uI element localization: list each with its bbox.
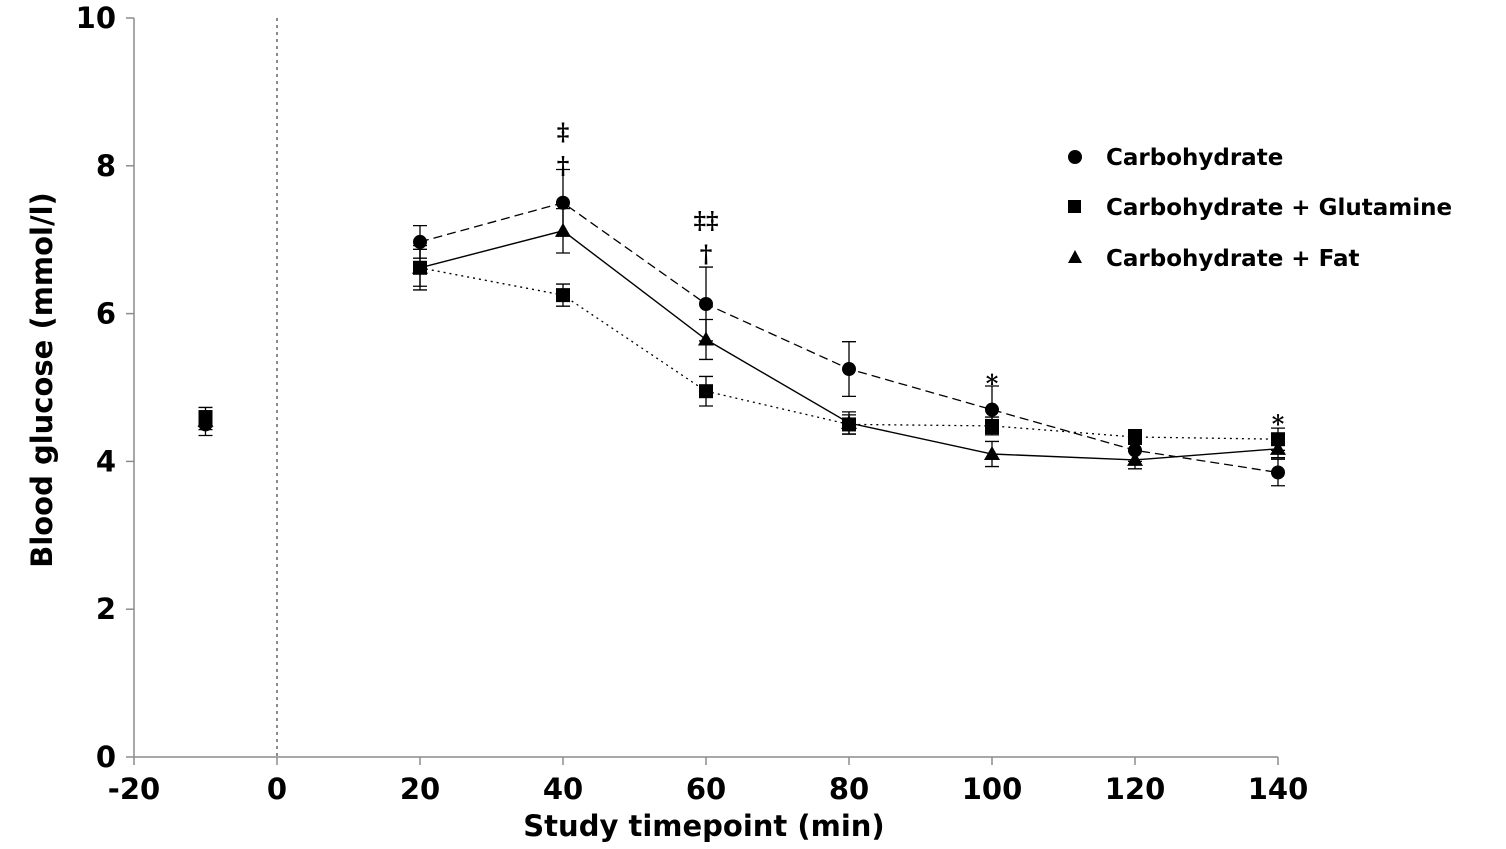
x-tick-label: 0 [267,772,287,806]
data-point-circle [699,296,713,311]
data-point-triangle [1127,451,1143,466]
series-markers [197,195,1286,480]
x-tick-label: 40 [543,772,583,806]
data-point-square [556,288,570,303]
legend-triangle-marker [1068,250,1082,263]
data-point-square [699,384,713,399]
data-point-circle [556,195,570,210]
x-ticks: -20 0 20 40 60 80 100 120 140 [108,757,1308,806]
significance-marker: † [700,239,713,268]
data-point-triangle [197,412,214,427]
data-point-square [1271,432,1285,447]
y-tick-label: 8 [96,149,116,183]
data-point-triangle [841,414,857,429]
y-tick-label: 0 [96,740,116,774]
data-point-triangle [698,331,714,346]
data-point-circle [842,362,856,377]
y-ticks: 0 2 4 6 8 10 [76,1,134,774]
legend-label-carbohydrate: Carbohydrate [1106,145,1283,171]
y-axis-title: Blood glucose (mmol/l) [25,192,59,568]
x-tick-label: -20 [108,772,160,806]
x-tick-label: 100 [962,772,1023,806]
data-point-triangle [984,446,1000,461]
significance-annotations: ‡ † ‡‡ † * * [557,118,1285,439]
significance-marker: ‡ [557,118,570,147]
legend: Carbohydrate Carbohydrate + Glutamine Ca… [1068,145,1452,272]
legend-label-carbohydrate-fat: Carbohydrate + Fat [1106,246,1359,272]
data-point-triangle [412,259,428,274]
legend-circle-marker [1068,150,1082,164]
data-point-circle [1271,465,1285,480]
legend-item-carbohydrate-fat: Carbohydrate + Fat [1068,246,1359,272]
data-point-circle [1128,443,1142,458]
x-tick-label: 120 [1105,772,1166,806]
significance-marker: † [557,151,570,180]
data-point-triangle [1270,440,1286,455]
legend-label-carbohydrate-glutamine: Carbohydrate + Glutamine [1106,195,1452,221]
y-tick-label: 6 [96,297,116,331]
data-point-circle [985,402,999,417]
x-tick-label: 60 [686,772,726,806]
legend-item-carbohydrate: Carbohydrate [1068,145,1283,171]
data-point-triangle [555,222,571,237]
y-tick-label: 4 [96,444,116,478]
x-tick-label: 140 [1248,772,1309,806]
significance-marker: ‡‡ [693,206,718,235]
data-point-square [1128,430,1142,445]
significance-marker: * [986,369,999,398]
data-point-circle [413,234,427,249]
data-point-square [985,418,999,433]
x-axis-title: Study timepoint (min) [523,809,884,843]
significance-marker: * [1272,409,1285,438]
y-tick-label: 10 [76,1,116,35]
x-tick-label: 80 [829,772,869,806]
legend-square-marker [1068,200,1081,213]
y-tick-label: 2 [96,592,116,626]
legend-item-carbohydrate-glutamine: Carbohydrate + Glutamine [1068,195,1452,221]
x-tick-label: 20 [400,772,440,806]
